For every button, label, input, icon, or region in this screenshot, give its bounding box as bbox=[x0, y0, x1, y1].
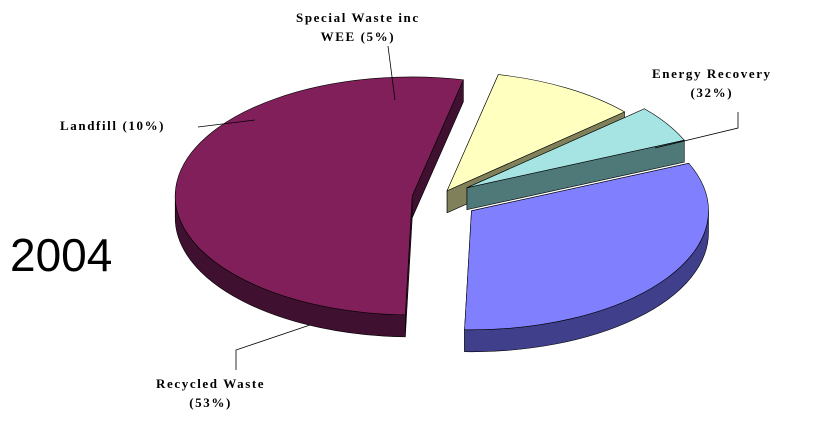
leader-line-energy-recovery bbox=[654, 112, 739, 149]
label-landfill-name: Landfill (10%) bbox=[60, 118, 166, 133]
leader-line-recycled-waste bbox=[235, 324, 311, 370]
label-energy-recovery-value: (32%) bbox=[690, 85, 734, 100]
label-special-waste-name: Special Waste inc bbox=[296, 10, 420, 25]
label-special-waste: Special Waste inc WEE (5%) bbox=[296, 8, 420, 46]
label-energy-recovery-name: Energy Recovery bbox=[652, 66, 772, 81]
pie-slice-energy-recovery bbox=[464, 162, 709, 331]
leader-line-landfill bbox=[197, 119, 256, 128]
pie-slice-special-waste bbox=[466, 108, 685, 188]
leader-line-special-waste bbox=[387, 45, 396, 101]
pie-slice-recycled-waste bbox=[174, 76, 464, 316]
label-recycled-waste-value: (53%) bbox=[189, 395, 232, 410]
year-label: 2004 bbox=[10, 229, 113, 281]
label-recycled-waste-name: Recycled Waste bbox=[156, 376, 266, 391]
label-landfill: Landfill (10%) bbox=[60, 116, 165, 135]
label-recycled-waste: Recycled Waste (53%) bbox=[156, 374, 265, 412]
label-special-waste-value: WEE (5%) bbox=[320, 29, 396, 44]
label-energy-recovery: Energy Recovery (32%) bbox=[652, 64, 772, 102]
pie-slice-landfill bbox=[446, 74, 626, 192]
